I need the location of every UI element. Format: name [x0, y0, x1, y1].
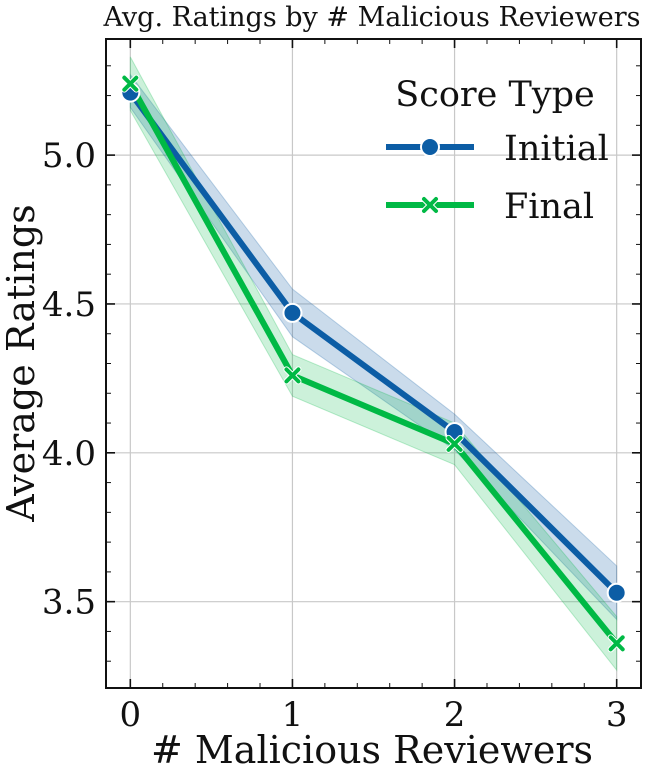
y-tick-label: 4.5	[42, 285, 96, 325]
confidence-band-final	[129, 56, 618, 672]
data-point-initial	[606, 582, 627, 603]
data-point-final	[445, 434, 464, 453]
x-tick-label: 0	[119, 695, 141, 735]
series-lines	[127, 82, 620, 646]
x-tick-labels: 0 1 2 3	[119, 695, 627, 735]
data-point-final	[607, 634, 626, 653]
y-tick-labels: 3.5 4.0 4.5 5.0	[42, 136, 96, 623]
legend-title: Score Type	[395, 75, 594, 115]
series-line-final	[127, 82, 620, 646]
series-line-initial	[127, 90, 619, 595]
x-tick-label: 2	[444, 695, 466, 735]
axis-ticks	[106, 39, 641, 688]
data-point-final	[283, 366, 302, 385]
legend: Score Type Initial Final	[386, 75, 609, 227]
y-tick-label: 3.5	[42, 583, 96, 623]
data-point-final	[121, 74, 140, 93]
x-tick-label: 3	[606, 695, 628, 735]
legend-label-final: Final	[504, 187, 594, 227]
chart-title: Avg. Ratings by # Malicious Reviewers	[103, 2, 641, 33]
legend-marker-initial	[420, 137, 440, 157]
y-tick-label: 4.0	[42, 434, 96, 474]
y-axis-label: Average Ratings	[0, 204, 43, 522]
x-tick-label: 1	[282, 695, 304, 735]
series-markers	[120, 74, 627, 653]
x-axis-label: # Malicious Reviewers	[151, 728, 593, 772]
data-point-initial	[282, 302, 303, 323]
y-tick-label: 5.0	[42, 136, 96, 176]
legend-marker-final	[421, 196, 439, 214]
legend-label-initial: Initial	[504, 129, 609, 169]
